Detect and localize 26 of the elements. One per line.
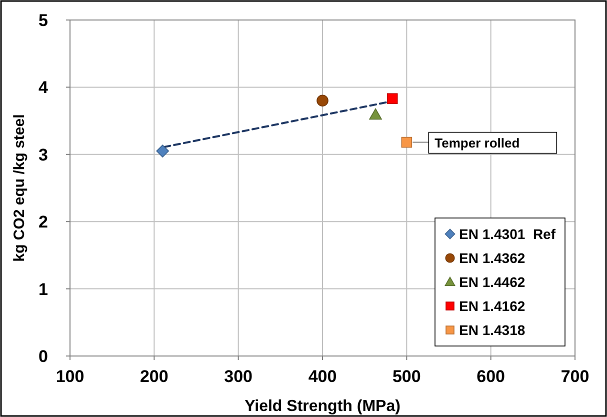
x-tick-label: 700 bbox=[560, 367, 590, 386]
legend-label: EN 1.4301 Ref bbox=[459, 226, 556, 242]
x-tick-label: 200 bbox=[140, 367, 168, 386]
y-axis-title: kg CO2 equ /kg steel bbox=[11, 114, 28, 262]
point bbox=[316, 94, 328, 107]
legend-label: EN 1.4462 bbox=[459, 274, 526, 290]
point bbox=[401, 136, 412, 148]
y-tick-label: 4 bbox=[38, 78, 49, 98]
y-tick-label: 0 bbox=[38, 347, 48, 366]
legend-label: EN 1.4362 bbox=[459, 250, 526, 266]
point bbox=[156, 144, 169, 158]
x-tick-label: 300 bbox=[224, 367, 253, 386]
x-tick-label: 400 bbox=[308, 367, 337, 386]
y-tick-label: 5 bbox=[38, 11, 48, 30]
point bbox=[369, 108, 382, 120]
x-tick-label: 500 bbox=[392, 367, 421, 386]
x-tick-label: 100 bbox=[56, 367, 84, 386]
y-tick-label: 2 bbox=[38, 212, 48, 232]
legend-label: EN 1.4162 bbox=[459, 298, 526, 314]
y-tick-label: 1 bbox=[38, 280, 48, 299]
x-tick-label: 600 bbox=[476, 367, 506, 386]
x-axis-title: Yield Strength (MPa) bbox=[244, 398, 400, 415]
y-tick-label: 3 bbox=[38, 145, 48, 164]
point bbox=[386, 93, 398, 104]
annotation: Temper rolled bbox=[434, 135, 520, 150]
legend-label: EN 1.4318 bbox=[459, 322, 526, 338]
